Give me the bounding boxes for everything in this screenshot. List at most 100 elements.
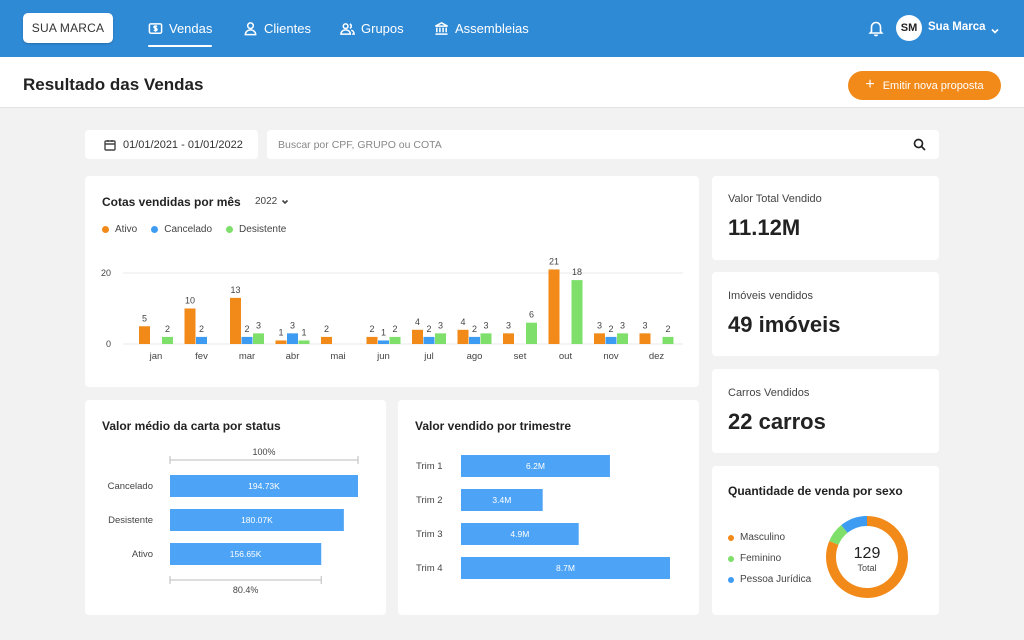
users-icon [340, 23, 355, 35]
x-tick-label: jul [423, 351, 434, 362]
x-tick-label: abr [286, 351, 300, 362]
bar-ativo [321, 336, 332, 344]
bar-value-label: 194.73K [248, 481, 280, 491]
bar-desistente [480, 333, 492, 344]
bar-ativo [366, 336, 378, 344]
bar-desistente [298, 340, 310, 344]
user-name[interactable]: Sua Marca [928, 21, 986, 33]
stat-card-carros [712, 369, 939, 453]
bar [461, 557, 670, 579]
stat-value: 22 carros [728, 409, 826, 434]
bar-value-label: 2 [165, 324, 170, 334]
bar [170, 543, 322, 565]
bar-ativo [139, 326, 150, 344]
avg-bar-chart: 100% Cancelado 194.73K Desistente 180.07K Ati… [108, 447, 359, 595]
bar-value-label: 1 [381, 327, 386, 337]
bar-value-label: 3 [506, 320, 511, 330]
bar-desistente [162, 336, 173, 344]
legend-label: Pessoa Jurídica [740, 574, 812, 585]
category-label: Trim 4 [416, 563, 443, 574]
donut-total-label: Total [857, 563, 876, 573]
x-tick-label: out [559, 351, 573, 362]
bar-value-label: 3 [483, 320, 488, 330]
bar-value-label: 18 [572, 267, 582, 277]
date-range-picker[interactable]: 01/01/2021 - 01/01/2022 [85, 130, 258, 159]
nav-label: Grupos [361, 21, 404, 36]
chevron-down-icon [282, 199, 289, 204]
sex-legend: Masculino Feminino Pessoa Jurídica [728, 532, 811, 585]
bar-cancelado [287, 333, 298, 344]
stat-value: 11.12M [728, 215, 801, 240]
bar-value-label: 2 [426, 324, 431, 334]
bar-value-label: 2 [324, 324, 329, 334]
legend-label: Desistente [239, 224, 287, 235]
bar-value-label: 3 [290, 320, 295, 330]
bar-ativo [548, 269, 560, 344]
search-input[interactable] [278, 130, 878, 159]
quarter-card [398, 400, 699, 615]
nav-item-grupos[interactable]: Grupos [340, 0, 404, 57]
stat-card-total [712, 176, 939, 260]
legend-item-cancelado: Cancelado [151, 224, 212, 235]
category-label: Cancelado [108, 481, 153, 492]
new-proposal-label: Emitir nova proposta [882, 79, 984, 92]
bar [170, 509, 344, 531]
notifications-bell-icon[interactable] [867, 19, 885, 37]
bar-value-label: 2 [472, 324, 477, 334]
category-label: Ativo [132, 549, 153, 560]
legend-item-feminino: Feminino [728, 553, 811, 564]
bar-ativo [412, 329, 423, 344]
monthly-legend: Ativo Cancelado Desistente [102, 224, 286, 235]
bar-ativo [503, 333, 514, 344]
bar [461, 455, 610, 477]
donut-slice-masculino [826, 516, 908, 598]
date-range-value: 01/01/2021 - 01/01/2022 [123, 138, 243, 151]
year-select[interactable]: 2022 [255, 196, 289, 207]
category-label: Trim 1 [416, 461, 443, 472]
legend-label: Masculino [740, 532, 786, 543]
sex-chart-title: Quantidade de venda por sexo [728, 484, 903, 498]
bar-ativo [594, 333, 605, 344]
top-navbar: SUA MARCA Vendas Clientes Grupos Assembl… [0, 0, 1024, 57]
stat-card-imoveis [712, 272, 939, 356]
bar-value-label: 2 [369, 324, 374, 334]
bar-ativo [184, 308, 196, 344]
bar-desistente [526, 322, 537, 344]
bar-value-label: 2 [244, 324, 249, 334]
search-icon[interactable] [913, 138, 926, 151]
legend-label: Cancelado [164, 224, 213, 235]
bar-ativo [457, 329, 469, 344]
chevron-down-icon[interactable] [990, 23, 1000, 34]
bar-cancelado [423, 336, 435, 344]
stat-label: Carros Vendidos [728, 387, 810, 399]
legend-label: Ativo [115, 224, 138, 235]
bar-desistente [389, 336, 401, 344]
bar-cancelado [241, 336, 253, 344]
bar-desistente [253, 333, 264, 344]
nav-item-assembleias[interactable]: Assembleias [434, 0, 529, 57]
nav-label: Clientes [264, 21, 311, 36]
bar-desistente [662, 336, 674, 344]
stat-label: Imóveis vendidos [728, 290, 813, 302]
bar-cancelado [378, 340, 389, 344]
y-tick-label: 20 [101, 268, 111, 278]
sex-donut-chart: 129 Total [826, 516, 908, 598]
x-tick-label: mai [330, 351, 345, 362]
search-bar [267, 130, 939, 159]
bar-desistente [435, 333, 446, 344]
x-tick-label: fev [195, 351, 208, 362]
x-tick-label: dez [649, 351, 665, 362]
x-tick-label: jun [376, 351, 390, 362]
nav-item-vendas[interactable]: Vendas [148, 0, 213, 57]
user-icon [244, 22, 257, 36]
bar-ativo [230, 297, 241, 344]
legend-swatch [102, 226, 109, 233]
calendar-icon [104, 139, 116, 151]
bar-value-label: 3 [642, 320, 647, 330]
brand-logo[interactable]: SUA MARCA [23, 13, 113, 43]
avatar[interactable]: SM [896, 15, 922, 41]
legend-swatch [728, 576, 734, 583]
new-proposal-button[interactable]: + Emitir nova proposta [848, 71, 1001, 100]
nav-item-clientes[interactable]: Clientes [243, 0, 311, 57]
x-tick-label: mar [239, 351, 255, 362]
